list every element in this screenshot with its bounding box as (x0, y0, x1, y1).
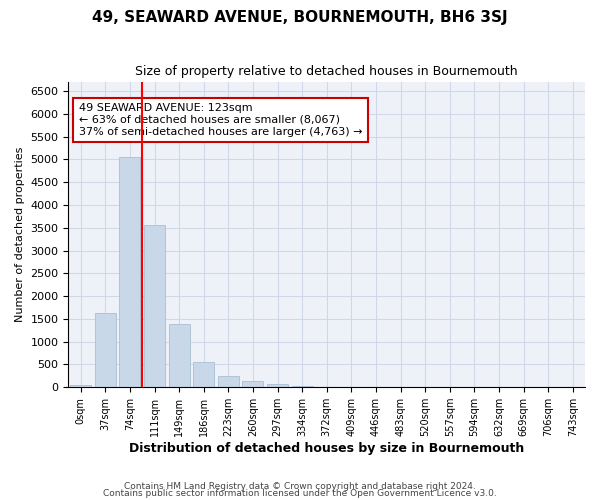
Bar (218, 376, 239, 387)
X-axis label: Distribution of detached houses by size in Bournemouth: Distribution of detached houses by size … (129, 442, 524, 455)
Title: Size of property relative to detached houses in Bournemouth: Size of property relative to detached ho… (136, 65, 518, 78)
Bar (144, 224, 165, 387)
Text: 49, SEAWARD AVENUE, BOURNEMOUTH, BH6 3SJ: 49, SEAWARD AVENUE, BOURNEMOUTH, BH6 3SJ (92, 10, 508, 25)
Y-axis label: Number of detached properties: Number of detached properties (15, 147, 25, 322)
Bar (70, 385, 91, 387)
Bar (242, 381, 263, 387)
Text: 49 SEAWARD AVENUE: 123sqm
← 63% of detached houses are smaller (8,067)
37% of se: 49 SEAWARD AVENUE: 123sqm ← 63% of detac… (79, 104, 362, 136)
Text: Contains public sector information licensed under the Open Government Licence v3: Contains public sector information licen… (103, 489, 497, 498)
Text: Contains HM Land Registry data © Crown copyright and database right 2024.: Contains HM Land Registry data © Crown c… (124, 482, 476, 491)
Bar (267, 384, 288, 387)
Bar (292, 386, 313, 387)
Bar (119, 156, 140, 387)
Bar (193, 362, 214, 387)
Bar (169, 324, 190, 387)
Bar (95, 314, 116, 387)
